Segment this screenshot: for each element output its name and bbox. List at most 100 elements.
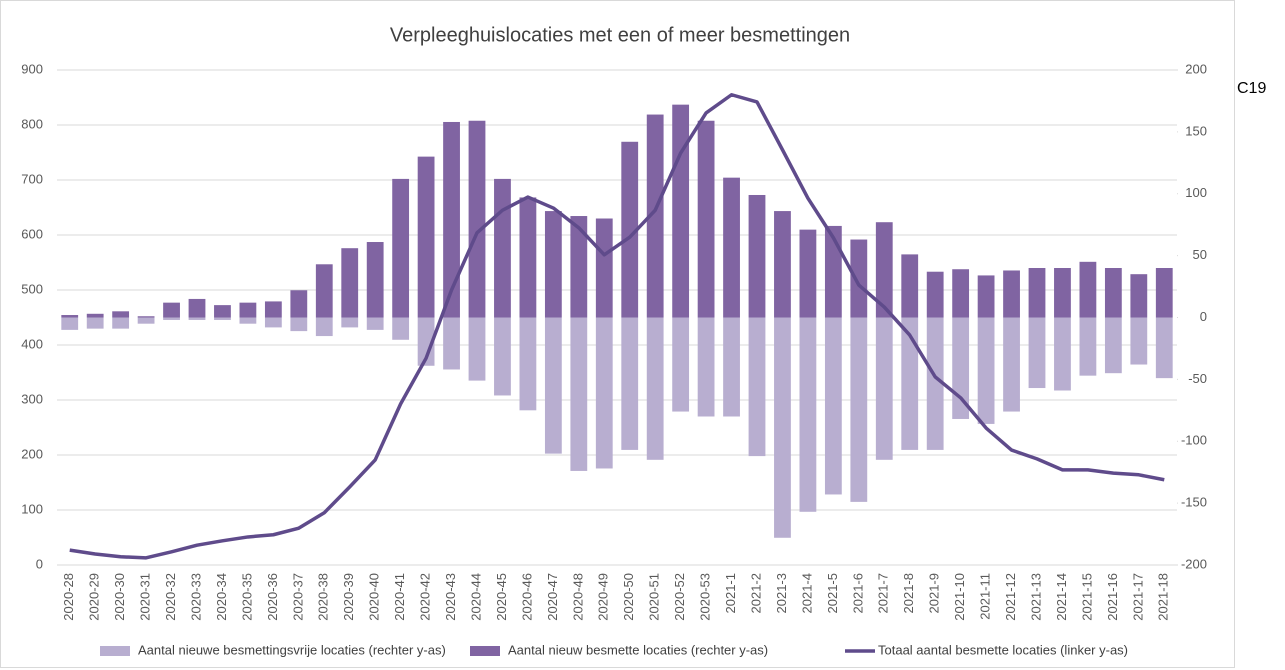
y-tick-label: 600	[21, 226, 43, 241]
bar	[290, 317, 308, 332]
x-tick-label: 2021-8	[901, 573, 916, 613]
bar	[595, 218, 613, 318]
x-tick-label: 2020-35	[239, 573, 254, 621]
bar	[214, 305, 231, 318]
bar	[824, 317, 842, 495]
bar	[570, 317, 588, 471]
bar	[875, 222, 893, 318]
bar	[875, 317, 893, 460]
x-tick-label: 2020-36	[265, 573, 280, 621]
x-tick-label: 2020-31	[138, 573, 153, 621]
bar	[926, 271, 944, 318]
bar	[163, 302, 180, 318]
chart-title: Verpleeghuislocaties met een of meer bes…	[390, 24, 850, 46]
bar	[977, 317, 995, 424]
bar	[1028, 268, 1046, 318]
x-tick-label: 2021-17	[1130, 573, 1145, 621]
bar	[443, 121, 460, 318]
x-tick-label: 2020-38	[316, 573, 331, 621]
bar	[239, 317, 257, 324]
annotation: C19	[1237, 80, 1266, 97]
y2-tick-label: -150	[1181, 495, 1207, 510]
bar	[61, 317, 79, 330]
bar	[61, 315, 79, 318]
y2-tick-label: 200	[1185, 61, 1207, 76]
y-tick-label: 100	[21, 501, 43, 516]
bar	[646, 114, 664, 318]
bar	[1155, 317, 1173, 379]
y2-tick-label: -200	[1181, 556, 1207, 571]
y-tick-label: 900	[21, 61, 43, 76]
x-tick-label: 2020-29	[87, 573, 102, 621]
legend-label: Aantal nieuw besmette locaties (rechter …	[508, 642, 768, 657]
x-tick-label: 2021-11	[978, 573, 993, 620]
x-tick-label: 2021-4	[799, 573, 814, 613]
x-tick-label: 2020-51	[647, 573, 662, 621]
bar	[315, 317, 333, 337]
bar	[341, 317, 359, 328]
y2-tick-label: 50	[1193, 247, 1207, 262]
bar	[850, 317, 868, 502]
legend-label: Totaal aantal besmette locaties (linker …	[878, 642, 1128, 657]
x-tick-label: 2020-47	[545, 573, 560, 621]
x-tick-label: 2021-9	[927, 573, 942, 613]
y-tick-label: 200	[21, 446, 43, 461]
bar	[1155, 268, 1173, 318]
bar	[799, 229, 817, 318]
bar	[468, 317, 486, 381]
bar	[1130, 317, 1148, 365]
bar	[86, 313, 104, 318]
bar	[799, 317, 817, 512]
bar	[494, 317, 511, 396]
x-tick-label: 2021-6	[850, 573, 865, 613]
y-tick-label: 500	[21, 281, 43, 296]
bar	[952, 269, 970, 318]
bar	[366, 317, 384, 330]
x-tick-label: 2021-15	[1079, 573, 1094, 621]
x-tick-label: 2021-2	[748, 573, 763, 613]
bar	[417, 317, 435, 366]
bar	[723, 177, 740, 318]
bar	[519, 197, 537, 318]
bar	[163, 317, 180, 320]
bar	[1130, 274, 1148, 318]
y-tick-label: 700	[21, 171, 43, 186]
y-tick-label: 800	[21, 116, 43, 131]
bar	[748, 317, 766, 457]
bar	[774, 317, 791, 538]
bar	[417, 156, 435, 318]
x-tick-label: 2020-45	[494, 573, 509, 621]
x-tick-label: 2020-34	[214, 573, 229, 621]
y2-tick-label: 150	[1185, 123, 1207, 138]
x-tick-label: 2021-10	[952, 573, 967, 621]
y-tick-label: 0	[36, 556, 43, 571]
y-tick-label: 400	[21, 336, 43, 351]
x-tick-label: 2020-44	[468, 573, 483, 621]
bar	[86, 317, 104, 329]
x-tick-label: 2021-7	[876, 573, 891, 613]
bar	[1028, 317, 1046, 389]
bar	[977, 275, 995, 318]
x-tick-label: 2021-1	[723, 573, 738, 613]
bar	[774, 211, 791, 318]
x-tick-label: 2020-30	[112, 573, 127, 621]
x-tick-label: 2021-5	[825, 573, 840, 613]
bar	[1104, 268, 1122, 318]
bar	[1104, 317, 1122, 374]
bar	[519, 317, 537, 411]
x-tick-label: 2020-40	[367, 573, 382, 621]
x-tick-label: 2020-32	[163, 573, 178, 621]
bar	[443, 317, 460, 370]
legend-label: Aantal nieuwe besmettingsvrije locaties …	[138, 642, 446, 657]
bar	[723, 317, 740, 417]
bar	[544, 317, 562, 454]
x-tick-label: 2020-52	[672, 573, 687, 621]
x-tick-label: 2021-13	[1028, 573, 1043, 621]
bar	[188, 298, 206, 318]
bar	[112, 311, 130, 318]
bar	[341, 248, 359, 318]
x-tick-label: 2020-43	[443, 573, 458, 621]
bar	[290, 290, 308, 318]
x-tick-label: 2020-48	[570, 573, 585, 621]
